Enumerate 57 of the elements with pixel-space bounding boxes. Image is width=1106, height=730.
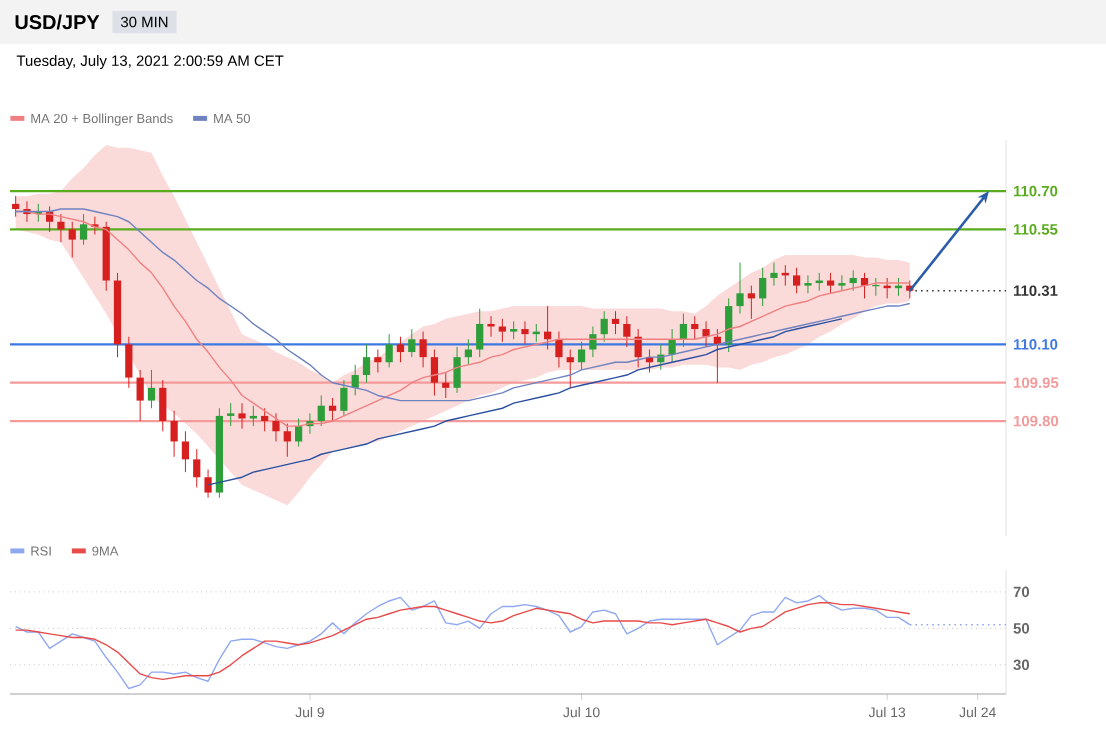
candlestick (79, 213, 88, 246)
candlestick (430, 348, 439, 396)
candlestick (442, 371, 450, 399)
candlestick (57, 213, 65, 243)
candlestick (136, 369, 144, 422)
candlestick (68, 221, 76, 259)
candlestick (759, 267, 767, 307)
candlestick (419, 331, 427, 368)
candlestick (623, 315, 631, 348)
candlestick (770, 262, 778, 287)
candlestick (125, 336, 133, 389)
candlestick (487, 315, 495, 338)
candlestick (804, 274, 812, 294)
candlestick (328, 397, 337, 422)
candlestick (838, 274, 846, 292)
candlestick (600, 310, 608, 343)
candlestick (453, 346, 461, 394)
candlestick (193, 448, 201, 488)
candlestick (464, 338, 473, 366)
candlestick (362, 343, 371, 384)
candlestick (227, 402, 235, 427)
candlestick (849, 269, 857, 292)
chart-title: USD/JPY (15, 14, 100, 30)
candlestick (521, 320, 529, 345)
candlestick (634, 328, 642, 368)
candlestick (566, 348, 574, 389)
candlestick (340, 379, 348, 417)
candlestick (238, 402, 246, 430)
candlestick (261, 407, 269, 432)
candlestick (498, 318, 506, 343)
candlestick (691, 315, 699, 340)
candlestick (204, 469, 212, 499)
candlestick (589, 326, 597, 358)
candlestick (408, 328, 416, 358)
candlestick (792, 267, 801, 294)
candlestick (170, 410, 178, 458)
candlestick (396, 336, 405, 363)
candlestick (181, 430, 190, 473)
candlestick (147, 369, 156, 409)
candlestick (826, 272, 835, 294)
candlestick (702, 320, 710, 348)
candlestick (747, 285, 755, 320)
candlestick (351, 364, 359, 396)
candlestick (555, 331, 563, 368)
candlestick (577, 341, 586, 371)
candlestick (294, 417, 303, 448)
candlestick (736, 262, 744, 315)
candlestick (611, 310, 620, 335)
candlestick (283, 423, 291, 458)
candlestick (159, 379, 167, 432)
candlestick (679, 313, 688, 348)
candlestick (385, 333, 393, 368)
candlestick (12, 195, 20, 218)
candlestick (374, 348, 382, 373)
candlestick (317, 394, 325, 427)
candlestick (476, 308, 484, 358)
candlestick (272, 412, 280, 442)
